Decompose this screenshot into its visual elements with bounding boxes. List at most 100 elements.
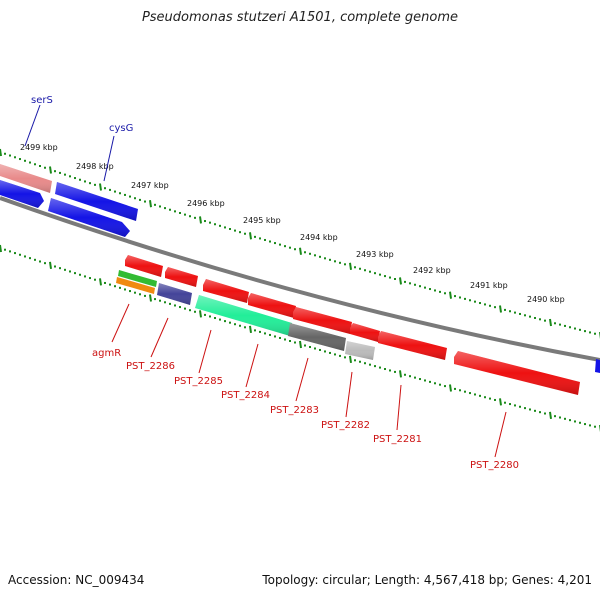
minor-tick: [444, 292, 446, 295]
minor-tick: [534, 316, 536, 319]
minor-tick: [284, 338, 286, 341]
major-tick: [349, 355, 352, 363]
minor-tick: [164, 207, 166, 210]
minor-tick: [294, 248, 296, 251]
minor-tick: [284, 245, 286, 248]
minor-tick: [484, 396, 486, 399]
minor-tick: [584, 423, 586, 426]
minor-tick: [179, 306, 181, 309]
minor-tick: [109, 283, 111, 286]
minor-tick: [219, 318, 221, 321]
inner-tick-ring: [0, 244, 600, 433]
minor-tick: [169, 302, 171, 305]
minor-tick: [239, 231, 241, 234]
minor-tick: [344, 263, 346, 266]
scale-label: 2498 kbp: [76, 162, 114, 171]
minor-tick: [84, 180, 86, 183]
minor-tick: [189, 309, 191, 312]
major-tick: [449, 384, 452, 392]
gene-label-agmR[interactable]: agmR: [92, 348, 121, 359]
minor-tick: [294, 341, 296, 344]
minor-tick: [379, 273, 381, 276]
minor-tick: [569, 419, 571, 422]
minor-tick: [34, 163, 36, 166]
accession-text: Accession: NC_009434: [8, 573, 145, 587]
gene-label-PST_2286[interactable]: PST_2286: [126, 361, 175, 372]
gene-label-PST_2284[interactable]: PST_2284: [221, 390, 270, 401]
minor-tick: [419, 378, 421, 381]
minor-tick: [339, 261, 341, 264]
gene-label-PST_2283[interactable]: PST_2283: [270, 405, 319, 416]
major-tick: [299, 247, 302, 255]
minor-tick: [129, 290, 131, 293]
minor-tick: [274, 335, 276, 338]
minor-tick: [494, 398, 496, 401]
minor-tick: [229, 228, 231, 231]
minor-tick: [574, 327, 576, 330]
minor-tick: [419, 285, 421, 288]
minor-tick: [129, 195, 131, 198]
gene-label-PST_2281[interactable]: PST_2281: [373, 434, 422, 445]
minor-tick: [9, 250, 11, 253]
minor-tick: [559, 323, 561, 326]
gene-label-cysG[interactable]: cysG: [109, 123, 133, 134]
minor-tick: [374, 365, 376, 368]
minor-tick: [139, 198, 141, 201]
gene-agmR[interactable]: [116, 277, 155, 294]
gene-agmR-green[interactable]: [118, 270, 157, 287]
scale-label: 2497 kbp: [131, 181, 169, 190]
minor-tick: [194, 310, 196, 313]
minor-tick: [124, 288, 126, 291]
minor-tick: [244, 326, 246, 329]
minor-tick: [369, 363, 371, 366]
minor-tick: [564, 417, 566, 420]
minor-tick: [179, 211, 181, 214]
minor-tick: [289, 339, 291, 342]
minor-tick: [4, 152, 6, 155]
minor-tick: [144, 294, 146, 297]
minor-tick: [184, 213, 186, 216]
minor-tick: [414, 283, 416, 286]
gene-label-serS[interactable]: serS: [31, 95, 53, 106]
gene-label-PST_2282[interactable]: PST_2282: [321, 420, 370, 431]
minor-tick: [24, 159, 26, 162]
minor-tick: [114, 190, 116, 193]
minor-tick: [304, 251, 306, 254]
outer-tick-ring: [0, 148, 600, 340]
minor-tick: [89, 277, 91, 280]
major-tick: [0, 244, 2, 253]
gene-label-PST_2280[interactable]: PST_2280: [470, 460, 519, 471]
minor-tick: [569, 326, 571, 329]
minor-tick: [164, 301, 166, 304]
minor-tick: [524, 314, 526, 317]
minor-tick: [559, 416, 561, 419]
major-tick: [99, 183, 102, 191]
minor-tick: [64, 173, 66, 176]
minor-tick: [169, 208, 171, 211]
minor-tick: [389, 276, 391, 279]
minor-tick: [84, 275, 86, 278]
minor-tick: [529, 315, 531, 318]
minor-tick: [124, 193, 126, 196]
minor-tick: [314, 347, 316, 350]
minor-tick: [469, 392, 471, 395]
minor-tick: [144, 200, 146, 203]
scale-label: 2494 kbp: [300, 233, 338, 242]
gene-label-PST_2285[interactable]: PST_2285: [174, 376, 223, 387]
scale-label: 2493 kbp: [356, 250, 394, 259]
major-tick: [49, 166, 52, 174]
major-tick: [99, 278, 102, 286]
minor-tick: [579, 421, 581, 424]
minor-tick: [484, 303, 486, 306]
minor-tick: [209, 221, 211, 224]
topology-text: Topology: circular; Length: 4,567,418 bp…: [262, 573, 592, 587]
minor-tick: [204, 220, 206, 223]
gene-forward-right-edge[interactable]: [595, 359, 600, 373]
minor-tick: [154, 298, 156, 301]
minor-tick: [14, 156, 16, 159]
minor-tick: [529, 408, 531, 411]
major-tick: [499, 305, 502, 313]
minor-tick: [264, 332, 266, 335]
major-tick: [399, 370, 402, 378]
